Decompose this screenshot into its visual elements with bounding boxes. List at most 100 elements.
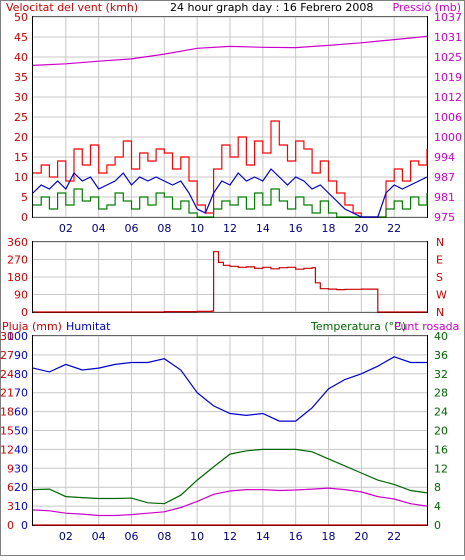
x-tick-label: 20 [354, 530, 368, 543]
temperature-tick-label: 28 [434, 387, 448, 400]
x-tick-label: 10 [190, 222, 204, 235]
wind-tick-label: 15 [14, 151, 28, 164]
temperature-line [32, 448, 428, 505]
humidity-tick-label: 10 [14, 500, 28, 513]
direction-tick-label: 180 [7, 271, 28, 284]
x-tick-label: 18 [322, 222, 336, 235]
x-tick-label: 04 [92, 530, 106, 543]
pressure-tick-label: 1012 [434, 91, 462, 104]
wind-tick-label: 50 [14, 11, 28, 24]
wind-tick-label: 25 [14, 111, 28, 124]
x-tick-label: 10 [190, 530, 204, 543]
pressure-tick-label: 1031 [434, 31, 462, 44]
x-tick-label: 14 [256, 222, 270, 235]
pressure-axis-title: Pressió (mb) [392, 1, 461, 14]
rain-tick-label: 18 [0, 406, 14, 419]
compass-tick-label: W [436, 289, 447, 302]
pressure-line [32, 35, 428, 66]
temperature-tick-label: 12 [434, 462, 448, 475]
rain-tick-label: 30 [0, 330, 14, 343]
humidity-tick-label: 0 [21, 519, 28, 532]
pressure-tick-label: 1006 [434, 111, 462, 124]
compass-tick-label: N [436, 236, 444, 249]
wind-tick-label: 0 [21, 211, 28, 224]
rain-tick-label: 12 [0, 443, 14, 456]
wind-gust-line [33, 120, 428, 218]
humidity-tick-label: 40 [14, 443, 28, 456]
x-tick-label: 14 [256, 530, 270, 543]
temperature-tick-label: 0 [434, 519, 441, 532]
temperature-tick-label: 4 [434, 500, 441, 513]
x-tick-label: 08 [157, 222, 171, 235]
temperature-tick-label: 20 [434, 425, 448, 438]
temperature-axis-title: Temperatura (°C) [310, 320, 406, 333]
dewpoint-axis-title: Punt rosada [394, 320, 459, 333]
x-tick-label: 22 [387, 530, 401, 543]
x-tick-label: 04 [92, 222, 106, 235]
x-tick-label: 12 [223, 222, 237, 235]
x-tick-label: 18 [322, 530, 336, 543]
x-tick-label: 20 [354, 222, 368, 235]
rain-tick-label: 0 [7, 519, 14, 532]
rain-tick-label: 9 [7, 462, 14, 475]
x-tick-label: 06 [125, 222, 139, 235]
rain-tick-label: 27 [0, 349, 14, 362]
pressure-tick-label: 1025 [434, 51, 462, 64]
direction-tick-label: 90 [14, 289, 28, 302]
rain-tick-label: 21 [0, 387, 14, 400]
wind-tick-label: 40 [14, 51, 28, 64]
humidity-tick-label: 30 [14, 462, 28, 475]
pressure-tick-label: 1019 [434, 71, 462, 84]
x-tick-label: 12 [223, 530, 237, 543]
temperature-tick-label: 16 [434, 443, 448, 456]
chart-title: 24 hour graph day : 16 Febrero 2008 [170, 1, 373, 14]
pressure-tick-label: 987 [434, 171, 455, 184]
humidity-tick-label: 70 [14, 387, 28, 400]
x-tick-label: 22 [387, 222, 401, 235]
wind-tick-label: 45 [14, 31, 28, 44]
wind-tick-label: 30 [14, 91, 28, 104]
rain-tick-label: 3 [7, 500, 14, 513]
pressure-tick-label: 1037 [434, 11, 462, 24]
x-tick-label: 02 [59, 222, 73, 235]
temperature-tick-label: 24 [434, 406, 448, 419]
humidity-tick-label: 100 [7, 330, 28, 343]
humidity-tick-label: 90 [14, 349, 28, 362]
pressure-tick-label: 975 [434, 211, 455, 224]
x-tick-label: 08 [157, 530, 171, 543]
x-tick-label: 16 [289, 530, 303, 543]
humidity-axis-title: Humitat [66, 320, 111, 333]
wind-plot [32, 35, 428, 218]
humidity-tick-label: 80 [14, 368, 28, 381]
humidity-line [32, 356, 427, 422]
pressure-tick-label: 994 [434, 151, 455, 164]
humidity-tick-label: 60 [14, 406, 28, 419]
axis-labels: 0510152025303540455097598198799410001006… [0, 11, 462, 543]
rain-tick-label: 24 [0, 368, 14, 381]
temperature-tick-label: 36 [434, 349, 448, 362]
temperature-plot [32, 356, 428, 526]
wind-tick-label: 10 [14, 171, 28, 184]
temperature-tick-label: 32 [434, 368, 448, 381]
wind-axis-title: Velocitat del vent (kmh) [6, 1, 138, 14]
rain-tick-label: 6 [7, 481, 14, 494]
x-tick-label: 02 [59, 530, 73, 543]
pressure-tick-label: 1000 [434, 131, 462, 144]
wind-average-line [32, 168, 428, 218]
wind-tick-label: 20 [14, 131, 28, 144]
direction-plot [33, 251, 427, 313]
temperature-tick-label: 40 [434, 330, 448, 343]
direction-tick-label: 0 [21, 306, 28, 319]
humidity-tick-label: 50 [14, 425, 28, 438]
compass-tick-label: E [436, 254, 443, 267]
rain-axis-title: Pluja (mm) [2, 320, 62, 333]
wind-tick-label: 35 [14, 71, 28, 84]
direction-tick-label: 360 [7, 236, 28, 249]
humidity-tick-label: 20 [14, 481, 28, 494]
temperature-tick-label: 8 [434, 481, 441, 494]
wind-lull-line [33, 188, 428, 218]
wind-tick-label: 5 [21, 191, 28, 204]
pressure-tick-label: 981 [434, 191, 455, 204]
